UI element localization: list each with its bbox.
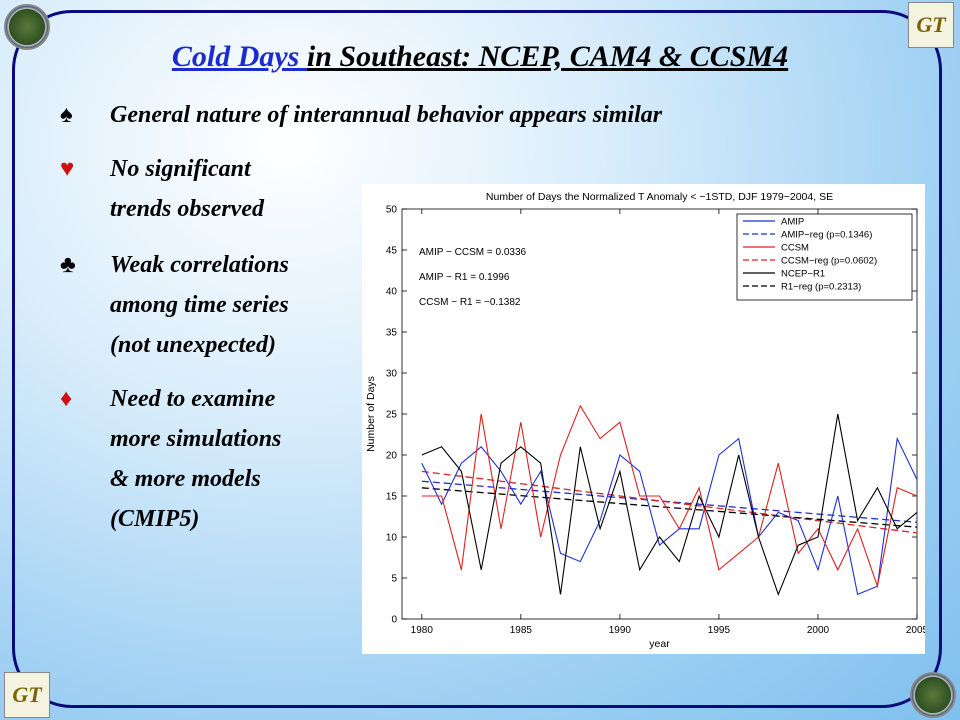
correlation-annotation: AMIP − R1 = 0.1996 bbox=[419, 272, 510, 283]
x-tick-label: 2000 bbox=[807, 625, 830, 636]
y-axis-label: Number of Days bbox=[365, 376, 377, 452]
x-tick-label: 2005 bbox=[906, 625, 925, 636]
heart-icon: ♥ bbox=[60, 156, 75, 182]
doe-seal-logo-top bbox=[4, 4, 50, 50]
legend-label: AMIP−reg (p=0.1346) bbox=[781, 230, 872, 241]
regression-line bbox=[421, 470, 918, 534]
regression-line bbox=[421, 480, 918, 523]
bullet-4-line-2: more simulations bbox=[110, 426, 282, 452]
line-chart: Number of Days the Normalized T Anomaly … bbox=[365, 191, 929, 650]
slide-frame bbox=[12, 10, 942, 708]
x-tick-label: 1990 bbox=[609, 625, 632, 636]
x-tick-label: 1985 bbox=[510, 625, 533, 636]
legend-label: R1−reg (p=0.2313) bbox=[781, 282, 861, 293]
legend-label: NCEP−R1 bbox=[781, 269, 825, 280]
bullet-4-line-1: Need to examine bbox=[110, 386, 276, 412]
y-tick-label: 10 bbox=[386, 533, 398, 544]
legend-label: CCSM bbox=[781, 243, 809, 254]
bullet-2-line-2: trends observed bbox=[110, 196, 264, 222]
club-icon: ♣ bbox=[60, 252, 76, 278]
y-tick-label: 15 bbox=[386, 492, 398, 503]
y-tick-label: 0 bbox=[391, 615, 397, 626]
correlation-annotation: AMIP − CCSM = 0.0336 bbox=[419, 247, 527, 258]
bullet-4-line-3: & more models bbox=[110, 466, 261, 492]
bullet-3-line-3: (not unexpected) bbox=[110, 332, 276, 358]
x-axis-label: year bbox=[649, 638, 670, 650]
chart-panel: Number of Days the Normalized T Anomaly … bbox=[362, 184, 929, 654]
y-tick-label: 20 bbox=[386, 451, 398, 462]
y-tick-label: 45 bbox=[386, 246, 398, 257]
doe-seal-logo-bottom bbox=[910, 672, 956, 718]
gt-logo-top: GT bbox=[908, 2, 954, 48]
x-tick-label: 1995 bbox=[708, 625, 731, 636]
legend-label: AMIP bbox=[781, 217, 804, 228]
series-line bbox=[421, 413, 918, 596]
correlation-annotation: CCSM − R1 = −0.1382 bbox=[419, 297, 521, 308]
chart-title: Number of Days the Normalized T Anomaly … bbox=[486, 191, 833, 203]
x-tick-label: 1980 bbox=[411, 625, 434, 636]
bullet-1-line-1: General nature of interannual behavior a… bbox=[110, 102, 663, 128]
bullet-4-line-4: (CMIP5) bbox=[110, 506, 200, 532]
y-tick-label: 35 bbox=[386, 328, 398, 339]
series-line bbox=[421, 404, 918, 589]
series-line bbox=[421, 436, 918, 596]
bullet-2-line-1: No significant bbox=[110, 156, 251, 182]
y-tick-label: 50 bbox=[386, 205, 398, 216]
y-tick-label: 25 bbox=[386, 410, 398, 421]
regression-line bbox=[421, 487, 918, 528]
gt-logo-text: GT bbox=[916, 12, 946, 37]
gt-logo-text: GT bbox=[12, 682, 42, 707]
title-text: in Southeast: NCEP, CAM4 & CCSM4 bbox=[306, 40, 789, 73]
y-tick-label: 5 bbox=[391, 574, 397, 585]
slide-title: Cold Days in Southeast: NCEP, CAM4 & CCS… bbox=[0, 40, 960, 74]
bullet-3-line-1: Weak correlations bbox=[110, 252, 289, 278]
spade-icon: ♠ bbox=[60, 102, 73, 128]
title-link[interactable]: Cold Days bbox=[171, 40, 307, 73]
legend-label: CCSM−reg (p=0.0602) bbox=[781, 256, 877, 267]
diamond-icon: ♦ bbox=[60, 386, 73, 412]
gt-logo-bottom: GT bbox=[4, 672, 50, 718]
y-tick-label: 40 bbox=[386, 287, 398, 298]
y-tick-label: 30 bbox=[386, 369, 398, 380]
bullet-3-line-2: among time series bbox=[110, 292, 289, 318]
